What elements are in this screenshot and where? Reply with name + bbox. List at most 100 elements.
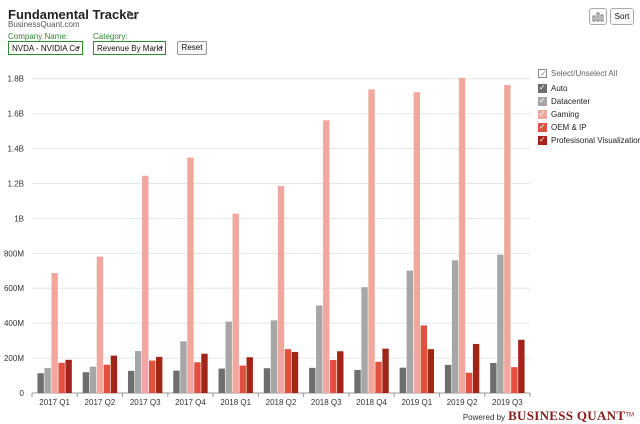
bar[interactable]: [382, 348, 389, 393]
bar[interactable]: [427, 349, 435, 393]
bar[interactable]: [263, 368, 271, 393]
y-tick-label: 1.8B: [8, 75, 24, 84]
chart-type-button[interactable]: [589, 8, 607, 25]
bar[interactable]: [127, 370, 135, 393]
x-tick-label: 2017 Q2: [85, 398, 116, 407]
page-title: Fundamental Tracker: [8, 7, 139, 22]
legend-select-all-label: Select/Unselect All: [551, 69, 618, 78]
bar[interactable]: [82, 372, 90, 393]
bar[interactable]: [44, 368, 51, 393]
checkbox-icon: ✓: [538, 83, 547, 93]
bar[interactable]: [232, 213, 239, 393]
page-subtitle: BusinessQuant.com: [8, 20, 80, 29]
y-tick-label: 400M: [4, 319, 24, 328]
bar[interactable]: [173, 370, 180, 393]
trademark-mark: TM: [625, 412, 634, 419]
bar[interactable]: [103, 364, 111, 393]
legend-item-gaming[interactable]: ✓ Gaming: [538, 108, 640, 121]
legend-item-oem-ip[interactable]: ✓ OEM & IP: [538, 121, 640, 134]
sort-button[interactable]: Sort: [610, 8, 634, 25]
bar[interactable]: [399, 367, 407, 393]
bar[interactable]: [110, 355, 118, 393]
bar[interactable]: [65, 359, 72, 393]
bar[interactable]: [201, 353, 208, 393]
bar[interactable]: [504, 85, 511, 393]
y-tick-label: 1.6B: [8, 110, 24, 119]
category-label: Category:: [93, 32, 128, 41]
bar[interactable]: [277, 185, 285, 393]
x-tick-label: 2019 Q3: [492, 398, 523, 407]
bar[interactable]: [239, 365, 246, 393]
bar[interactable]: [246, 357, 253, 393]
legend-select-all[interactable]: ✓ Select/Unselect All: [538, 67, 640, 80]
bar[interactable]: [58, 362, 65, 393]
checkbox-icon: ✓: [538, 96, 547, 106]
bar[interactable]: [368, 89, 375, 393]
bar[interactable]: [225, 321, 232, 393]
bar[interactable]: [284, 349, 292, 393]
bar[interactable]: [96, 256, 104, 393]
bar[interactable]: [148, 360, 156, 393]
chevron-down-icon: ▾: [76, 45, 80, 52]
bar[interactable]: [270, 320, 278, 393]
x-tick-label: 2017 Q3: [130, 398, 161, 407]
x-tick-label: 2018 Q3: [311, 398, 342, 407]
legend: ✓ Select/Unselect All ✓ Auto ✓ Datacente…: [538, 67, 640, 147]
category-select[interactable]: Revenue By Marki ▾: [93, 41, 166, 55]
company-select[interactable]: NVDA - NVIDIA Cc ▾: [8, 41, 83, 55]
bar[interactable]: [420, 325, 428, 393]
bar[interactable]: [444, 364, 452, 393]
bar[interactable]: [337, 351, 344, 393]
bar[interactable]: [134, 351, 142, 393]
checkbox-icon: ✓: [538, 69, 547, 78]
bar[interactable]: [155, 356, 163, 393]
bar[interactable]: [361, 287, 368, 393]
bar[interactable]: [323, 120, 330, 394]
reset-button[interactable]: Reset: [177, 41, 207, 55]
bar[interactable]: [180, 341, 187, 393]
powered-by-text: Powered by: [462, 413, 506, 422]
bar[interactable]: [194, 362, 201, 393]
bar[interactable]: [187, 157, 194, 393]
y-tick-label: 600M: [4, 284, 24, 293]
x-tick-label: 2017 Q1: [39, 398, 70, 407]
y-tick-label: 0: [20, 389, 25, 398]
bar[interactable]: [375, 361, 382, 393]
legend-item-label: OEM & IP: [551, 123, 587, 132]
bar[interactable]: [330, 360, 337, 393]
x-tick-label: 2017 Q4: [175, 398, 206, 407]
brand-logo: BUSINESS QUANT: [508, 408, 626, 423]
y-tick-label: 1.4B: [8, 145, 24, 154]
bar[interactable]: [51, 273, 58, 393]
bar[interactable]: [89, 366, 97, 393]
checkbox-icon: ✓: [538, 109, 547, 119]
bar[interactable]: [465, 372, 473, 393]
bar[interactable]: [518, 339, 525, 393]
bar[interactable]: [218, 368, 225, 393]
legend-item-datacenter[interactable]: ✓ Datacenter: [538, 95, 640, 108]
bar[interactable]: [451, 260, 459, 393]
legend-item-auto[interactable]: ✓ Auto: [538, 82, 640, 95]
refresh-icon[interactable]: ↻: [126, 8, 137, 23]
bar[interactable]: [472, 343, 480, 393]
bar[interactable]: [354, 369, 361, 393]
bar[interactable]: [309, 367, 316, 393]
x-tick-label: 2018 Q4: [356, 398, 387, 407]
legend-item-professional-visualization[interactable]: ✓ Profesisonal Visualization: [538, 134, 640, 147]
category-select-value: Revenue By Marki: [97, 44, 163, 53]
company-label: Company Name:: [8, 32, 69, 41]
bar[interactable]: [490, 362, 497, 393]
bar[interactable]: [291, 351, 299, 393]
bar[interactable]: [497, 254, 504, 393]
bar[interactable]: [37, 373, 44, 393]
bar[interactable]: [406, 270, 414, 393]
bar[interactable]: [458, 77, 466, 394]
bar[interactable]: [141, 175, 149, 393]
bar[interactable]: [511, 367, 518, 393]
bar[interactable]: [413, 92, 421, 393]
checkbox-icon: ✓: [538, 135, 547, 145]
bar[interactable]: [316, 305, 323, 393]
chevron-down-icon: ▾: [159, 45, 163, 52]
legend-item-label: Gaming: [551, 110, 580, 119]
